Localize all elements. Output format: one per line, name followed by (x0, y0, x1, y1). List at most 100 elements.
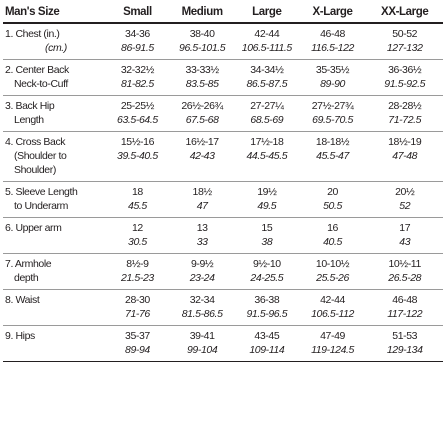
cm-value: 49.5 (257, 200, 277, 212)
measure-row: 3. Back Hip Length 25-25½ 63.5-64.5 26½-26¾ 6… (3, 95, 443, 132)
label-line: 5. Sleeve Length (5, 186, 78, 198)
size-table: Man's Size Small Medium Large X-Large XX-Larg… (3, 2, 443, 362)
inch-value: 17 (399, 222, 411, 234)
cm-value: 69.5-70.5 (312, 114, 353, 126)
cm-value: 127-132 (386, 42, 423, 54)
size-cell: 9½-10 24-25.5 (235, 253, 299, 290)
size-cell: 33-33½ 83.5-85 (169, 59, 235, 96)
cm-value: 106.5-112 (311, 308, 354, 320)
size-cell: 20 50.5 (298, 181, 367, 218)
measure-row: 9. Hips 35-37 89-94 39-41 99-104 43-45 109-114… (3, 325, 443, 362)
label-line: 2. Center Back (5, 64, 69, 76)
size-cell: 35-35½ 89-90 (298, 59, 367, 96)
cm-value: 26.5-28 (388, 272, 422, 284)
cm-value: 42-43 (189, 150, 215, 162)
label-line: 8. Waist (5, 294, 40, 306)
inch-value: 12 (131, 222, 143, 234)
size-cell: 27½-27¾ 69.5-70.5 (298, 95, 367, 132)
column-header: Man's Size (3, 2, 106, 24)
label-line: to Underarm (14, 200, 68, 212)
size-cell: 18-18½ 45.5-47 (298, 131, 367, 182)
cm-value: 83.5-85 (185, 78, 219, 90)
cm-value: 50.5 (323, 200, 342, 212)
cm-value: 91.5-92.5 (384, 78, 426, 90)
cm-value: 89-90 (320, 78, 345, 90)
inch-value: 19½ (257, 186, 277, 198)
measure-row: 1. Chest (in.) (cm.) 34-36 86-91.5 38-40 96.5… (3, 23, 443, 60)
cm-value: 45.5-47 (316, 150, 349, 162)
cm-value: 109-114 (249, 344, 285, 356)
cm-value: 24-25.5 (250, 272, 284, 284)
inch-value: 47-49 (320, 330, 345, 342)
measure-row: 6. Upper arm 12 30.5 13 33 15 38 16 40.5 17 43 (3, 217, 443, 254)
inch-value: 35-35½ (315, 64, 350, 76)
inch-value: 10-10½ (315, 258, 350, 270)
inch-value: 35-37 (125, 330, 150, 342)
size-cell: 32-32½ 81-82.5 (105, 59, 170, 96)
label-line: 4. Cross Back (5, 136, 66, 148)
size-cell: 51-53 129-134 (366, 325, 443, 362)
row-label: 6. Upper arm (3, 217, 106, 254)
inch-value: 27½-27¾ (311, 100, 354, 112)
size-cell: 36-38 91.5-96.5 (235, 289, 299, 326)
measure-row: 7. Armhole depth 8½-9 21.5-23 9-9½ 23-24 9½-10… (3, 253, 443, 290)
size-cell: 10½-11 26.5-28 (366, 253, 443, 290)
cm-value: 30.5 (128, 236, 147, 248)
column-header: Large (235, 2, 299, 24)
inch-value: 13 (196, 222, 208, 234)
label-line: Shoulder) (14, 164, 56, 176)
inch-value: 39-41 (189, 330, 215, 342)
inch-value: 15 (261, 222, 273, 234)
column-header: XX-Large (366, 2, 443, 24)
table-body: 1. Chest (in.) (cm.) 34-36 86-91.5 38-40 96.5… (3, 23, 443, 362)
column-header: Small (105, 2, 170, 24)
cm-value: 23-24 (189, 272, 215, 284)
cm-value: 44.5-45.5 (246, 150, 288, 162)
size-cell: 16 40.5 (298, 217, 367, 254)
size-cell: 12 30.5 (105, 217, 170, 254)
inch-value: 9½-10 (252, 258, 281, 270)
cm-value: 129-134 (386, 344, 423, 356)
cm-value: 81.5-86.5 (181, 308, 223, 320)
label-line: (Shoulder to (14, 150, 67, 162)
inch-value: 36-38 (254, 294, 280, 306)
cm-value: 63.5-64.5 (117, 114, 158, 126)
header-row: Man's Size Small Medium Large X-Large XX-Larg… (3, 2, 443, 24)
column-header: Medium (169, 2, 235, 24)
inch-value: 42-44 (254, 28, 280, 40)
inch-value: 46-48 (320, 28, 345, 40)
cm-value: 67.5-68 (185, 114, 219, 126)
size-cell: 15 38 (235, 217, 299, 254)
size-cell: 8½-9 21.5-23 (105, 253, 170, 290)
size-cell: 18½-19 47-48 (366, 131, 443, 182)
cm-value: 96.5-101.5 (179, 42, 226, 54)
cm-value: 25.5-26 (316, 272, 349, 284)
size-cell: 13 33 (169, 217, 235, 254)
cm-value: 89-94 (125, 344, 150, 356)
cm-value: 86-91.5 (121, 42, 154, 54)
cm-value: 81-82.5 (121, 78, 154, 90)
inch-value: 34-36 (125, 28, 150, 40)
inch-value: 43-45 (254, 330, 280, 342)
size-cell: 42-44 106.5-112 (298, 289, 367, 326)
measure-row: 5. Sleeve Length to Underarm 18 45.5 18½ 47 19… (3, 181, 443, 218)
cm-value: 52 (399, 200, 411, 212)
measure-row: 4. Cross Back (Shoulder to Shoulder) 15½-16… (3, 131, 443, 182)
size-cell: 17 43 (366, 217, 443, 254)
size-cell: 47-49 119-124.5 (298, 325, 367, 362)
size-cell: 38-40 96.5-101.5 (169, 23, 235, 60)
size-cell: 34-34½ 86.5-87.5 (235, 59, 299, 96)
size-cell: 20½ 52 (366, 181, 443, 218)
inch-value: 9-9½ (190, 258, 214, 270)
inch-value: 20 (327, 186, 338, 198)
label-line: 9. Hips (5, 330, 35, 342)
label-line: (cm.) (45, 42, 67, 54)
size-cell: 42-44 106.5-111.5 (235, 23, 299, 60)
inch-value: 18 (131, 186, 143, 198)
inch-value: 32-34 (189, 294, 215, 306)
inch-value: 32-32½ (120, 64, 155, 76)
row-label: 2. Center Back Neck-to-Cuff (3, 59, 106, 96)
cm-value: 21.5-23 (121, 272, 154, 284)
cm-value: 68.5-69 (250, 114, 284, 126)
cm-value: 43 (399, 236, 411, 248)
